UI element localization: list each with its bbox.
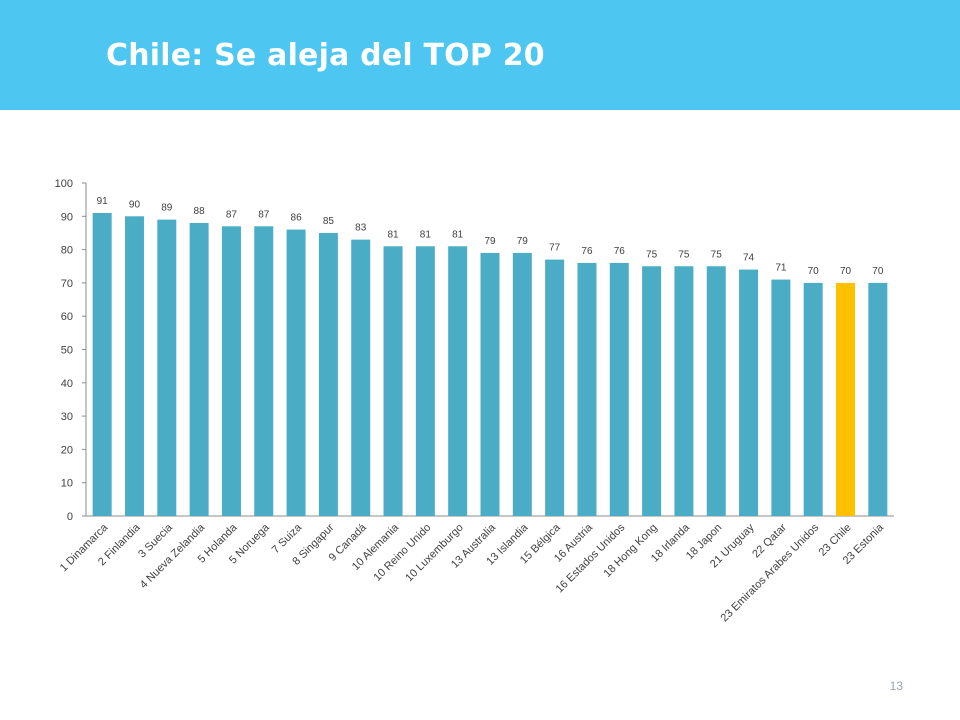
bar: [868, 282, 888, 516]
data-label: 70: [808, 266, 820, 277]
bar: [836, 282, 856, 516]
bar: [318, 232, 338, 516]
bar: [221, 226, 241, 517]
bar: [609, 262, 629, 516]
y-tick-label: 70: [61, 278, 73, 290]
bar: [286, 229, 306, 516]
data-label: 79: [484, 236, 496, 247]
page-number: 13: [889, 679, 903, 693]
bar: [254, 226, 274, 517]
bar: [189, 222, 209, 516]
bar: [448, 246, 468, 516]
y-tick-label: 10: [61, 478, 73, 490]
y-tick-label: 60: [61, 311, 73, 323]
y-tick-label: 50: [61, 345, 73, 357]
bar: [124, 216, 144, 517]
bar: [415, 246, 435, 516]
y-tick-label: 20: [61, 444, 73, 456]
data-label: 86: [291, 213, 303, 224]
bar: [92, 212, 112, 516]
bar: [383, 246, 403, 516]
bar: [771, 279, 791, 516]
data-label: 88: [194, 206, 206, 217]
data-label: 75: [678, 249, 690, 260]
data-label: 75: [646, 249, 658, 260]
data-label: 70: [840, 266, 852, 277]
bar: [480, 252, 500, 516]
data-label: 76: [581, 246, 593, 257]
header-band: [0, 0, 960, 110]
data-label: 81: [387, 229, 399, 240]
bar: [674, 266, 694, 516]
bar: [351, 239, 371, 517]
bar: [545, 259, 565, 516]
data-label: 90: [129, 199, 141, 210]
bar: [739, 269, 759, 516]
bars: [92, 212, 888, 517]
y-tick-label: 30: [61, 411, 73, 423]
data-label: 74: [743, 253, 755, 264]
bar: [642, 266, 662, 516]
data-label: 77: [549, 243, 561, 254]
y-tick-label: 80: [61, 245, 73, 257]
data-label: 89: [161, 203, 173, 214]
data-label: 81: [452, 229, 464, 240]
y-tick-label: 100: [55, 178, 73, 190]
data-label: 83: [355, 223, 367, 234]
x-tick-label: 10 Reino Unido: [371, 522, 433, 584]
bar: [577, 262, 597, 516]
bar: [803, 282, 823, 516]
data-label: 91: [97, 196, 109, 207]
data-label: 75: [711, 249, 723, 260]
bar: [512, 252, 532, 516]
data-label: 85: [323, 216, 335, 227]
y-tick-label: 40: [61, 378, 73, 390]
bar: [157, 219, 177, 516]
data-label: 87: [226, 209, 238, 220]
y-axis: 0 10 20 30 40 50 60 70 80 90 100: [55, 178, 894, 523]
data-label: 79: [517, 236, 529, 247]
y-tick-label: 0: [67, 511, 73, 523]
x-tick-label: 10 Luxemburgo: [403, 522, 466, 585]
bar: [706, 266, 726, 516]
data-label: 70: [872, 266, 884, 277]
slide-title: Chile: Se aleja del TOP 20: [106, 38, 545, 73]
y-tick-label: 90: [61, 211, 73, 223]
data-label: 87: [258, 209, 270, 220]
data-label: 71: [775, 263, 787, 274]
value-labels: 91 90 89 88 87 87 86 85 83 81 81 81 79 79 77 76 76 75 75 75…: [97, 196, 884, 277]
data-label: 81: [420, 229, 432, 240]
data-label: 76: [614, 246, 626, 257]
